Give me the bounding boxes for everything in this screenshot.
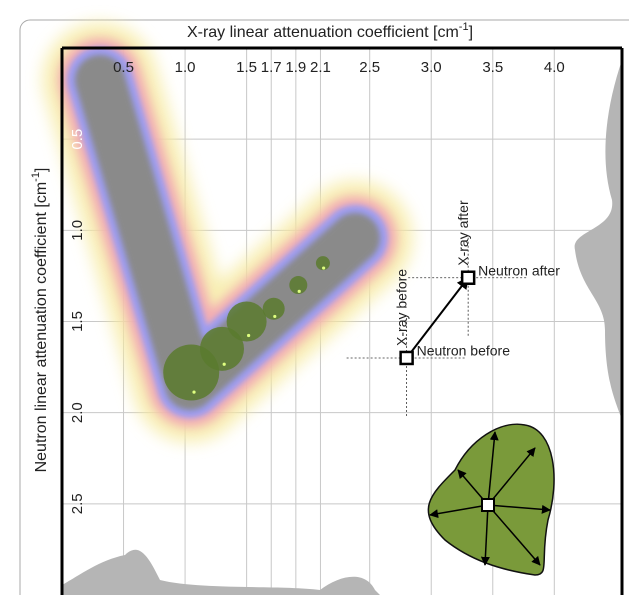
x-tick-label: 1.7 bbox=[261, 59, 282, 76]
circle-marker bbox=[289, 276, 308, 295]
x-tick-label: 1.9 bbox=[285, 59, 306, 76]
center-dot bbox=[322, 266, 326, 270]
y-tick-label: 1.5 bbox=[69, 311, 86, 332]
shape-icon bbox=[427, 423, 555, 576]
y-axis-title: Neutron linear attenuation coefficient [… bbox=[30, 168, 50, 473]
y-tick-label: 1.0 bbox=[69, 220, 86, 241]
texts: 0.5 1.0 1.5 1.7 1.9 2.1 2.5 3.0 3.5 4.00.51.01.52… bbox=[69, 59, 565, 514]
circle-marker bbox=[315, 256, 330, 271]
shift-arrow bbox=[405, 276, 469, 359]
y-tick-label: 2.5 bbox=[69, 493, 86, 514]
center-dot bbox=[273, 314, 277, 319]
bottom-marginal bbox=[62, 549, 380, 595]
x-annotation: X-ray before bbox=[393, 269, 409, 346]
x-tick-label: 1.5 bbox=[236, 59, 257, 76]
circle-marker bbox=[200, 326, 244, 371]
x-annotation: X-ray after bbox=[455, 200, 471, 266]
point-marker bbox=[460, 270, 476, 285]
x-tick-label: 3.0 bbox=[421, 59, 442, 76]
x-tick-label: 1.0 bbox=[175, 59, 196, 76]
center-dot bbox=[297, 289, 301, 293]
circle-marker bbox=[226, 301, 267, 342]
center-dot bbox=[192, 390, 196, 394]
point-marker bbox=[399, 350, 414, 366]
right-marginal bbox=[574, 60, 622, 420]
circle-marker bbox=[262, 297, 285, 320]
frame bbox=[19, 19, 629, 595]
y-annotation: Neutron before bbox=[417, 343, 511, 359]
x-axis-title: X-ray linear attenuation coefficient [cm… bbox=[187, 21, 473, 41]
x-tick-label: 2.1 bbox=[310, 59, 331, 76]
center-dot bbox=[222, 362, 226, 366]
y-tick-label: 0.5 bbox=[69, 129, 86, 150]
x-tick-label: 2.5 bbox=[359, 59, 380, 76]
x-tick-label: 0.5 bbox=[113, 59, 134, 76]
x-tick-label: 4.0 bbox=[544, 59, 565, 76]
y-tick-label: 2.0 bbox=[69, 402, 86, 423]
center-dot bbox=[247, 333, 251, 338]
y-annotation: Neutron after bbox=[478, 262, 560, 278]
marks bbox=[163, 237, 529, 418]
x-tick-label: 3.5 bbox=[482, 59, 503, 76]
